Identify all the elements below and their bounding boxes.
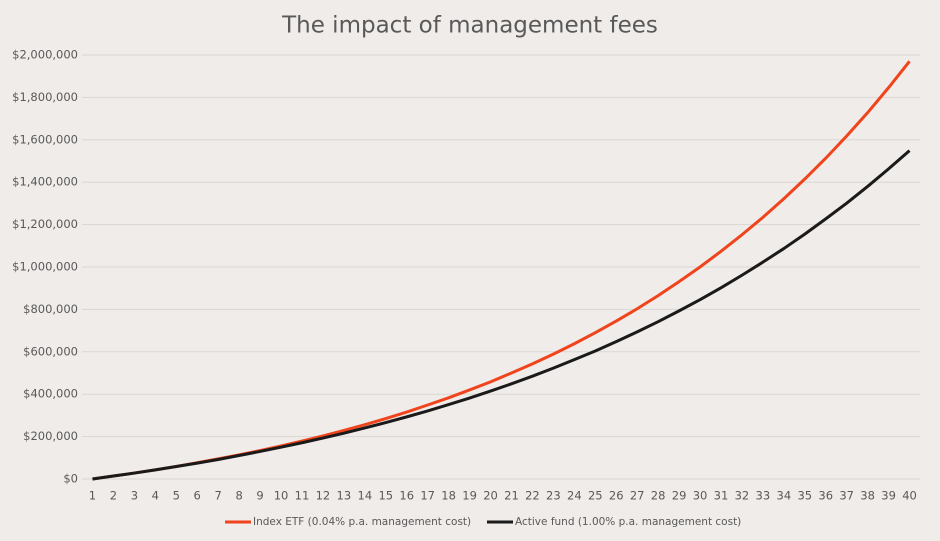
y-tick-label: $200,000 [23,429,78,443]
x-tick-label: 37 [839,489,854,503]
x-tick-label: 14 [358,489,373,503]
y-tick-label: $600,000 [23,344,78,358]
x-tick-label: 13 [337,489,352,503]
x-tick-label: 1 [89,489,96,503]
x-tick-label: 3 [131,489,138,503]
x-tick-label: 31 [714,489,729,503]
x-tick-label: 33 [756,489,771,503]
x-tick-label: 34 [777,489,792,503]
x-tick-label: 30 [693,489,708,503]
series-line [92,149,911,481]
x-tick-label: 10 [274,489,289,503]
x-tick-label: 27 [630,489,645,503]
x-tick-label: 19 [462,489,477,503]
x-tick-label: 2 [110,489,117,503]
x-tick-label: 7 [215,489,222,503]
x-tick-label: 21 [504,489,519,503]
y-tick-label: $1,400,000 [12,175,78,189]
x-tick-label: 17 [420,489,435,503]
x-tick-label: 12 [316,489,331,503]
x-tick-label: 35 [797,489,812,503]
x-tick-label: 4 [152,489,159,503]
x-tick-label: 16 [399,489,414,503]
y-tick-label: $1,200,000 [12,217,78,231]
x-tick-label: 32 [735,489,750,503]
y-tick-label: $1,600,000 [12,132,78,146]
y-tick-label: $400,000 [23,387,78,401]
x-tick-label: 5 [173,489,180,503]
x-tick-label: 22 [525,489,540,503]
x-tick-label: 9 [256,489,263,503]
x-tick-label: 18 [441,489,456,503]
x-tick-label: 15 [378,489,393,503]
x-tick-label: 25 [588,489,603,503]
y-tick-label: $800,000 [23,302,78,316]
x-tick-label: 20 [483,489,498,503]
legend-label: Index ETF (0.04% p.a. management cost) [253,516,471,528]
y-tick-label: $1,800,000 [12,90,78,104]
x-tick-label: 11 [295,489,310,503]
x-tick-label: 36 [818,489,833,503]
chart-title: The impact of management fees [281,13,658,39]
y-tick-label: $2,000,000 [12,48,78,62]
y-tick-label: $1,000,000 [12,260,78,274]
x-tick-label: 26 [609,489,624,503]
x-tick-label: 28 [651,489,666,503]
x-tick-label: 39 [881,489,896,503]
y-tick-label: $0 [63,472,78,486]
x-tick-label: 29 [672,489,687,503]
x-tick-label: 8 [235,489,242,503]
x-tick-label: 6 [194,489,201,503]
x-tick-label: 24 [567,489,582,503]
x-tick-label: 40 [902,489,917,503]
x-tick-label: 38 [860,489,875,503]
legend-label: Active fund (1.00% p.a. management cost) [515,516,741,528]
x-tick-label: 23 [546,489,561,503]
